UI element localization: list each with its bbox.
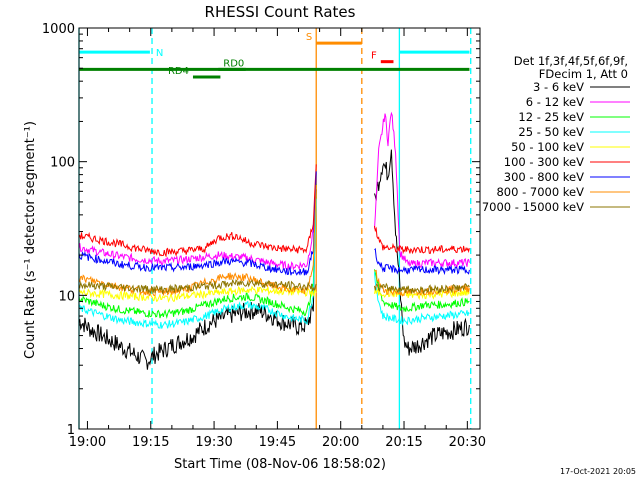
annotations-layer: N RD0 RD4 S F: [78, 28, 472, 429]
series-line-5-1: [374, 225, 470, 255]
series-line-8-0: [78, 279, 317, 295]
status-label-12: F: [371, 51, 377, 62]
legend-label-4: 50 - 100 keV: [511, 140, 584, 154]
legend-label-2: 12 - 25 keV: [518, 110, 584, 124]
legend-label-1: 6 - 12 keV: [526, 95, 584, 109]
status-label-10: RD4: [168, 66, 189, 77]
series-line-3-1: [374, 272, 470, 327]
legend-header-0: Det 1f,3f,4f,5f,6f,9f,: [514, 54, 628, 68]
y-tick-label-1: 10: [58, 289, 75, 304]
chart-title: RHESSI Count Rates: [205, 3, 356, 21]
series-line-1-1: [374, 111, 470, 269]
series-line-7-1: [374, 269, 470, 297]
series-line-7-0: [78, 184, 317, 297]
status-label-6: N: [156, 48, 163, 59]
legend-label-6: 300 - 800 keV: [504, 170, 584, 184]
series-line-2-1: [374, 269, 470, 313]
series-line-0-0: [78, 189, 317, 370]
series-line-5-0: [78, 164, 317, 258]
x-tick-label-1: 19:15: [132, 435, 169, 450]
series-line-0-1: [374, 149, 470, 356]
series-line-6-0: [78, 171, 317, 276]
x-tick-label-5: 20:15: [385, 435, 422, 450]
series-line-6-1: [374, 247, 470, 276]
x-tick-label-6: 20:30: [449, 435, 486, 450]
y-tick-label-0: 1: [67, 423, 75, 438]
x-axis-label: Start Time (08-Nov-06 18:58:02): [174, 457, 386, 472]
x-tick-label-3: 19:45: [259, 435, 296, 450]
series-line-2-0: [78, 183, 317, 320]
legend-label-5: 100 - 300 keV: [504, 155, 584, 169]
series-line-3-0: [78, 198, 317, 329]
x-tick-label-0: 19:00: [69, 435, 106, 450]
x-tick-label-4: 20:00: [322, 435, 359, 450]
plot-frame: [78, 27, 481, 430]
series-line-4-0: [78, 285, 317, 303]
legend: Det 1f,3f,4f,5f,6f,9f,FDecim 1, Att 03 -…: [482, 54, 630, 214]
x-tick-label-2: 19:30: [195, 435, 232, 450]
series-layer: [78, 111, 470, 370]
legend-label-7: 800 - 7000 keV: [496, 185, 584, 199]
legend-header-1: FDecim 1, Att 0: [539, 67, 628, 81]
axis-ticks: 19:00 19:15 19:30 19:45 20:00 20:15 20:30 1 10 10…: [42, 22, 486, 450]
y-axis-label: Count Rate (s⁻¹ detector segment⁻¹): [23, 121, 38, 359]
status-label-9: RD0: [223, 58, 244, 69]
legend-label-3: 25 - 50 keV: [518, 125, 584, 139]
y-tick-label-3: 1000: [42, 22, 75, 37]
legend-label-8: 7000 - 15000 keV: [482, 200, 584, 214]
series-line-1-0: [78, 172, 317, 271]
timestamp: 17-Oct-2021 20:05: [560, 467, 636, 476]
legend-label-0: 3 - 6 keV: [533, 80, 584, 94]
status-label-11: S: [306, 32, 312, 43]
series-line-8-1: [374, 282, 470, 295]
y-tick-label-2: 100: [50, 156, 75, 171]
